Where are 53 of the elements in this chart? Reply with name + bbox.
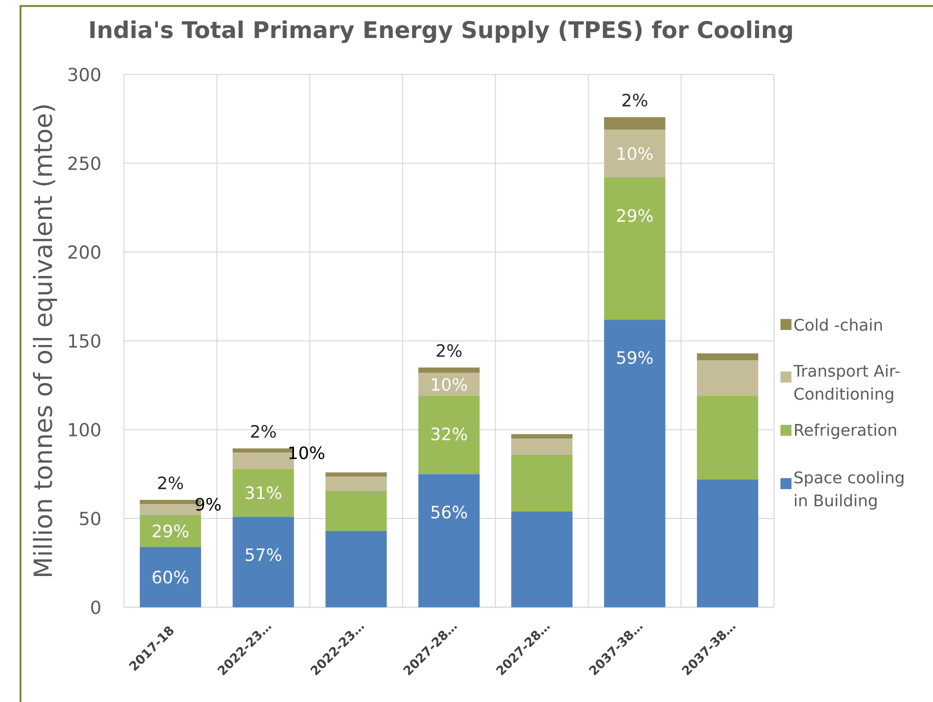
bar <box>604 320 666 608</box>
bar <box>604 117 666 130</box>
annotation: 2% <box>622 94 648 107</box>
bar <box>511 434 572 439</box>
annotation: 2% <box>436 344 462 357</box>
annotation: 2% <box>251 424 276 438</box>
bar <box>418 372 480 396</box>
annotation: 10% <box>618 147 653 160</box>
annotation: 29% <box>617 209 653 222</box>
bar <box>511 454 572 512</box>
legend-label: Cold -chain <box>794 318 882 331</box>
y-tick-label: 0 <box>91 600 100 614</box>
y-tick-label: 250 <box>68 156 100 170</box>
y-tick-label: 100 <box>69 422 100 437</box>
bar <box>418 474 480 608</box>
bar <box>696 360 758 396</box>
y-tick-label: 150 <box>69 334 100 348</box>
bar <box>326 476 387 491</box>
annotation: 29% <box>152 524 188 538</box>
annotation: 31% <box>246 486 282 500</box>
chart-title: India's Total Primary Energy Supply (TPES) for Cooling <box>90 20 792 43</box>
bar <box>696 396 758 480</box>
bar <box>511 511 572 608</box>
annotation: 10% <box>432 378 467 391</box>
bar <box>604 178 666 320</box>
legend-label: Transport Air-Conditioning <box>793 364 900 403</box>
annotation: 9% <box>196 498 221 511</box>
bar <box>140 514 202 547</box>
legend-label: Space cooling in Building <box>794 471 904 510</box>
bar <box>696 353 758 360</box>
bar <box>418 368 480 373</box>
y-tick-label: 200 <box>68 245 100 259</box>
annotation: 32% <box>431 428 467 440</box>
bar <box>326 472 387 477</box>
annotation: 60% <box>152 570 188 584</box>
bar <box>140 546 202 608</box>
bar <box>326 490 387 531</box>
bar <box>604 130 666 178</box>
annotation: 10% <box>289 446 324 460</box>
annotation: 56% <box>431 506 467 519</box>
bar <box>326 530 387 608</box>
y-tick-label: 50 <box>80 512 100 526</box>
bar <box>418 396 480 474</box>
bar <box>232 516 294 608</box>
legend-label: Refrigeration <box>795 424 896 440</box>
y-tick-label: 300 <box>68 68 100 82</box>
bar <box>232 468 294 517</box>
bar <box>696 479 758 608</box>
y-axis-title: Million tonnes of oil equivalent (mtoe) <box>32 105 58 576</box>
annotation: 2% <box>158 476 183 490</box>
annotation: 57% <box>246 548 282 562</box>
bar <box>511 438 572 455</box>
annotation: 59% <box>617 351 653 364</box>
